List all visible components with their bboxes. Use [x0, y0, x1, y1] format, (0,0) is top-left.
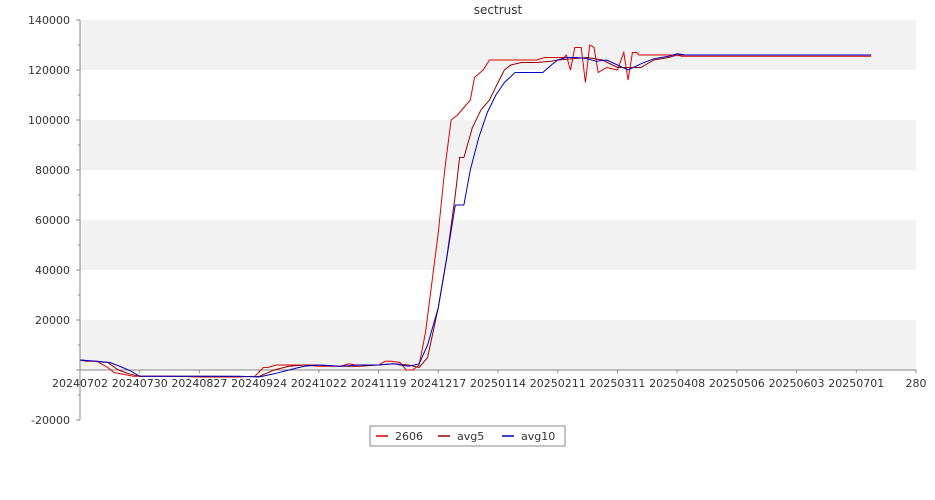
legend-label: 2606: [395, 430, 423, 443]
x-tick-label: 20240730: [112, 377, 168, 390]
x-tick-label: 20250701: [828, 377, 884, 390]
x-tick-label: 20250408: [649, 377, 705, 390]
x-tick-label: 20250211: [530, 377, 586, 390]
y-tick-label: 140000: [28, 14, 70, 27]
legend-box: [369, 425, 566, 447]
x-tick-label: 20241217: [410, 377, 466, 390]
grid-band: [80, 220, 916, 270]
grid-band: [80, 370, 916, 420]
y-tick-label: 20000: [35, 314, 70, 327]
y-tick-label: 40000: [35, 264, 70, 277]
y-tick-label: 120000: [28, 64, 70, 77]
y-tick-label: -20000: [31, 414, 70, 427]
grid-band: [80, 70, 916, 120]
legend-label: avg5: [457, 430, 484, 443]
y-axis-ticks: -20000 20000 40000 60000 80000 100000 120000 14…: [28, 14, 80, 427]
grid-band: [80, 270, 916, 320]
x-tick-label: 20241119: [351, 377, 407, 390]
legend: 2606 avg5 avg10: [369, 425, 566, 447]
x-tick-label: 20250603: [769, 377, 825, 390]
grid-bands: [80, 20, 916, 420]
x-tick-label: 20241022: [291, 377, 347, 390]
x-tick-label: 280: [906, 377, 927, 390]
x-tick-label: 20250114: [470, 377, 526, 390]
y-tick-label: 80000: [35, 164, 70, 177]
x-tick-label: 20250506: [709, 377, 765, 390]
chart-title: sectrust: [474, 3, 523, 17]
grid-band: [80, 120, 916, 170]
grid-band: [80, 320, 916, 370]
grid-band: [80, 170, 916, 220]
series-line-avg10: [79, 53, 872, 378]
y-tick-label: 60000: [35, 214, 70, 227]
series-group: [79, 44, 872, 378]
x-tick-label: 20250311: [589, 377, 645, 390]
legend-label: avg10: [521, 430, 555, 443]
grid-band: [80, 20, 916, 70]
y-tick-label: 100000: [28, 114, 70, 127]
x-axis-ticks: 20240702 20240730 20240827 20240924 20241022…: [52, 370, 927, 390]
x-tick-label: 20240702: [52, 377, 108, 390]
x-tick-label: 20240827: [171, 377, 227, 390]
x-tick-label: 20240924: [231, 377, 287, 390]
